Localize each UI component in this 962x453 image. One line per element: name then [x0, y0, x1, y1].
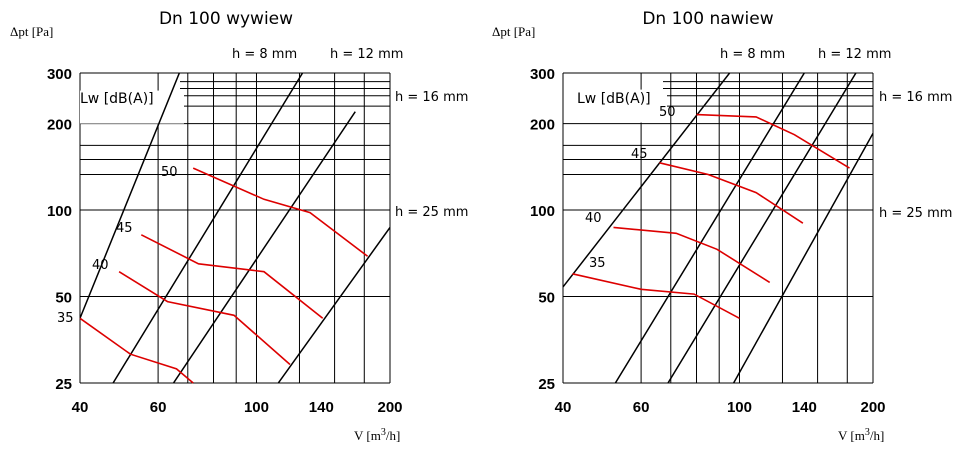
y-axis-label: Δpt [Pa] — [10, 24, 53, 39]
damper-lines — [80, 73, 390, 383]
damper-line-3 — [667, 73, 857, 383]
y-axis-label: Δpt [Pa] — [492, 24, 535, 39]
y-tick-label: 100 — [47, 203, 72, 220]
x-tick-label: 100 — [244, 399, 269, 416]
damper-label-4: h = 25 mm — [395, 205, 468, 220]
series-label-50: 50 — [659, 105, 676, 120]
y-tick-label: 100 — [530, 203, 555, 220]
series-line-35 — [572, 273, 740, 320]
y-tick-label: 50 — [55, 290, 72, 307]
x-tick-label: 60 — [633, 399, 650, 416]
damper-label-3: h = 16 mm — [879, 90, 952, 105]
y-tick-label: 50 — [538, 290, 555, 307]
series-line-45 — [140, 234, 324, 319]
damper-line-1 — [80, 73, 181, 319]
damper-line-1 — [563, 73, 731, 288]
y-tick-label: 300 — [530, 66, 555, 83]
x-tick-label: 60 — [150, 399, 167, 416]
chart-title: Dn 100 wywiew — [159, 9, 293, 29]
series-label-50: 50 — [161, 165, 178, 180]
series-label-35: 35 — [57, 311, 74, 326]
series-label-35: 35 — [589, 256, 606, 271]
chart-title: Dn 100 nawiew — [642, 9, 773, 29]
damper-line-3 — [172, 111, 356, 383]
series-label-40: 40 — [585, 211, 602, 226]
damper-line-4 — [732, 132, 873, 383]
series-line-45 — [659, 162, 804, 224]
damper-label-1: h = 8 mm — [232, 47, 297, 62]
damper-label-2: h = 12 mm — [330, 47, 403, 62]
series-label-40: 40 — [92, 258, 109, 273]
damper-line-2 — [112, 73, 304, 383]
x-axis-label: V [m3/h] — [354, 427, 400, 443]
x-tick-label: 140 — [309, 399, 334, 416]
x-tick-label: 200 — [377, 399, 402, 416]
x-tick-label: 40 — [555, 399, 572, 416]
damper-label-4: h = 25 mm — [879, 206, 952, 221]
x-tick-label: 200 — [860, 399, 885, 416]
lw-label: Lw [dB(A)] — [80, 91, 154, 107]
damper-label-2: h = 12 mm — [818, 47, 891, 62]
series-line-40 — [613, 226, 771, 284]
x-axis-label: V [m3/h] — [838, 427, 884, 443]
y-tick-label: 300 — [47, 66, 72, 83]
damper-label-1: h = 8 mm — [720, 47, 785, 62]
y-tick-label: 25 — [55, 376, 72, 393]
x-tick-label: 140 — [792, 399, 817, 416]
y-tick-label: 25 — [538, 376, 555, 393]
y-tick-label: 200 — [47, 117, 72, 134]
series-line-35 — [79, 317, 194, 384]
series-label-45: 45 — [631, 147, 648, 162]
x-tick-label: 40 — [72, 399, 89, 416]
lw-box — [564, 89, 667, 123]
damper-lines — [563, 73, 873, 383]
chart-panel-1: Dn 100 wywiew Δpt [Pa] V [m3/h] Lw [dB(A)] 2… — [10, 9, 468, 443]
lw-label: Lw [dB(A)] — [577, 91, 651, 107]
series-label-45: 45 — [116, 221, 133, 236]
damper-line-4 — [277, 226, 390, 383]
series-line-40 — [118, 271, 291, 366]
lw-box — [80, 90, 184, 124]
series-line-50 — [696, 113, 850, 169]
y-tick-label: 200 — [530, 117, 555, 134]
damper-label-3: h = 16 mm — [395, 90, 468, 105]
x-tick-label: 100 — [727, 399, 752, 416]
chart-panel-2: Dn 100 nawiew Δpt [Pa] V [m3/h] Lw [dB(A)] 2… — [492, 9, 952, 443]
series-line-50 — [192, 167, 369, 257]
